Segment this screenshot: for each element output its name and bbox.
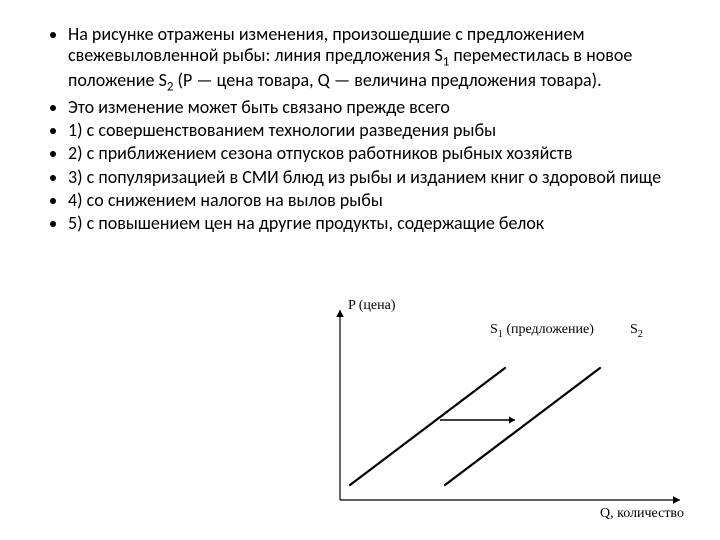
bullet-item: На рисунке отражены изменения, произошед… <box>68 24 680 95</box>
axis-label-q: Q, количество <box>600 506 684 522</box>
axis-label-p: P (цена) <box>348 298 396 314</box>
curve-label-s1: S1 (предложение) <box>490 322 594 340</box>
bullet-list: На рисунке отражены изменения, произошед… <box>40 24 680 234</box>
bullet-item: 2) с приближением сезона отпусков работн… <box>68 143 680 164</box>
bullet-item: Это изменение может быть связано прежде … <box>68 97 680 118</box>
bullet-item: 3) с популяризацией в СМИ блюд из рыбы и… <box>68 167 680 188</box>
bullet-item: 5) с повышением цен на другие продукты, … <box>68 213 680 234</box>
curve-label-s2: S2 <box>630 322 643 340</box>
slide: На рисунке отражены изменения, произошед… <box>0 0 720 540</box>
supply-chart: P (цена) S1 (предложение) S2 Q, количест… <box>300 300 700 530</box>
bullet-item: 1) с совершенствованием технологии разве… <box>68 120 680 141</box>
bullet-item: 4) со снижением налогов на вылов рыбы <box>68 190 680 211</box>
